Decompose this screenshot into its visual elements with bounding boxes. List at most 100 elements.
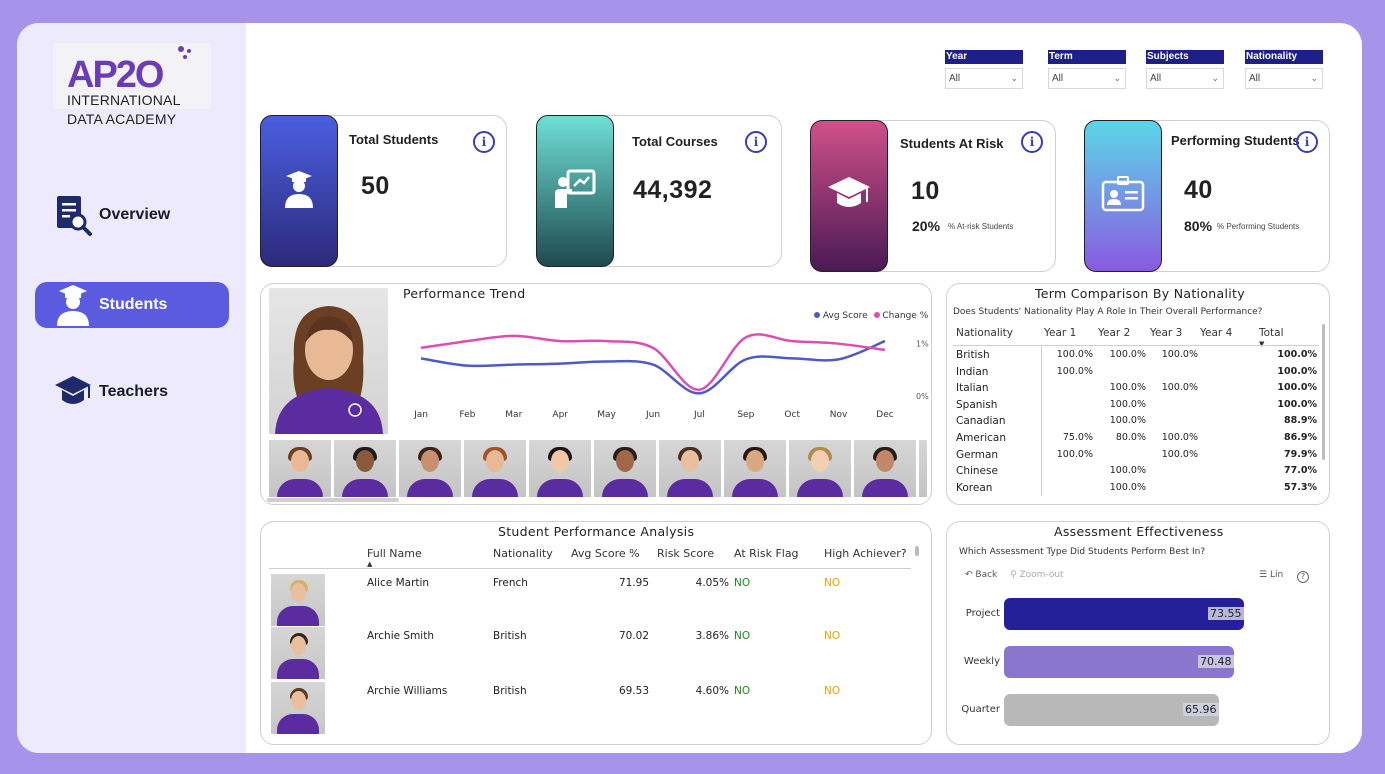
nav-students[interactable]: Students	[35, 282, 229, 328]
filter-term-dropdown[interactable]: All ⌄	[1048, 68, 1126, 89]
kpi-value-total-courses: 44,392	[633, 176, 713, 204]
table-row[interactable]: Alice Martin French 71.95 4.05% NO NO	[261, 574, 921, 626]
matrix-scrollbar[interactable]	[1322, 324, 1325, 460]
help-icon[interactable]: ?	[1297, 571, 1309, 583]
student-thumbnail[interactable]	[724, 440, 786, 497]
lin-label: Lin	[1269, 570, 1284, 580]
matrix-cell: 100.0%	[1161, 382, 1198, 394]
table-row[interactable]: Archie Smith British 70.02 3.86% NO NO	[261, 627, 921, 679]
table-header[interactable]: Risk Score	[657, 547, 715, 560]
assessment-title: Assessment Effectiveness	[1054, 524, 1224, 539]
student-thumbnail[interactable]	[269, 440, 331, 497]
assessment-bar[interactable]	[1004, 646, 1234, 678]
student-thumbnail[interactable]	[464, 440, 526, 497]
filter-subjects-dropdown[interactable]: All ⌄	[1146, 68, 1224, 89]
selected-student-photo	[269, 288, 388, 434]
bar-category-label: Project	[965, 608, 1000, 619]
filter-term[interactable]: Term All ⌄	[1048, 50, 1126, 89]
student-performance-title: Student Performance Analysis	[498, 524, 695, 539]
lin-toggle[interactable]: ☰ Lin	[1259, 570, 1283, 580]
info-icon[interactable]: i	[1021, 131, 1043, 153]
matrix-cell: 57.3%	[1284, 481, 1317, 493]
matrix-header[interactable]: Year 2	[1098, 327, 1131, 339]
table-header[interactable]: Full Name	[367, 547, 422, 560]
table-row[interactable]: Archie Williams British 69.53 4.60% NO N…	[261, 682, 921, 734]
zoom-out-label: Zoom-out	[1019, 570, 1064, 580]
x-tick-label: Feb	[459, 410, 475, 420]
cell-nationality: British	[493, 685, 527, 697]
matrix-header[interactable]: Year 1	[1044, 327, 1077, 339]
kpi-sub-performing-students: % Performing Students	[1217, 222, 1300, 231]
info-icon[interactable]: i	[473, 131, 495, 153]
matrix-cell: 100.0%	[1056, 365, 1093, 377]
table-scrollbar[interactable]	[915, 546, 919, 556]
nav-overview[interactable]: Overview	[35, 192, 229, 238]
kpi-title-performing-students: Performing Students	[1171, 133, 1300, 148]
filter-year-title: Year	[945, 50, 1023, 64]
student-thumbnail-partial[interactable]	[919, 440, 927, 497]
student-thumbnail[interactable]	[659, 440, 721, 497]
student-thumbnail[interactable]	[529, 440, 591, 497]
matrix-header[interactable]: Total	[1259, 327, 1284, 339]
matrix-cell: 100.0%	[1109, 481, 1146, 493]
table-header[interactable]: At Risk Flag	[734, 547, 799, 560]
x-tick-label: May	[597, 410, 616, 420]
trend-legend: Avg Score Change %	[814, 311, 928, 321]
performance-trend-title: Performance Trend	[403, 286, 526, 301]
chevron-down-icon: ⌄	[1010, 73, 1018, 83]
filter-nationality-value: All	[1249, 73, 1261, 84]
table-header[interactable]: Avg Score %	[571, 547, 640, 560]
legend-change: Change %	[882, 311, 929, 321]
matrix-cell: 100.0%	[1277, 349, 1317, 360]
matrix-cell: 100.0%	[1161, 432, 1198, 443]
cell-high-achiever: NO	[824, 685, 841, 697]
table-header[interactable]: High Achiever?	[824, 547, 907, 560]
matrix-header[interactable]: Year 3	[1150, 327, 1183, 339]
student-thumbnail[interactable]	[789, 440, 851, 497]
filter-subjects[interactable]: Subjects All ⌄	[1146, 50, 1224, 89]
kpi-tab-total-students	[260, 115, 338, 267]
filter-nationality[interactable]: Nationality All ⌄	[1245, 50, 1323, 89]
cell-at-risk-flag: NO	[734, 685, 751, 697]
cell-avg-score: 69.53	[618, 685, 649, 697]
matrix-divider	[1041, 346, 1042, 496]
student-thumbnail[interactable]	[334, 440, 396, 497]
nav-teachers[interactable]: Teachers	[35, 369, 229, 415]
table-header[interactable]: Nationality	[493, 547, 553, 560]
assessment-bar[interactable]	[1004, 598, 1244, 630]
kpi-card-total-students: Total Students 50 i	[260, 115, 507, 267]
graduation-cap-icon	[51, 370, 95, 414]
zoom-out-button[interactable]: ⚲ Zoom-out	[1010, 570, 1064, 580]
filter-year-dropdown[interactable]: All ⌄	[945, 68, 1023, 89]
id-card-icon	[1101, 176, 1145, 216]
student-thumbnail[interactable]	[399, 440, 461, 497]
back-button[interactable]: ↶ Back	[965, 570, 997, 580]
term-comparison-subtitle: Does Students' Nationality Play A Role I…	[953, 307, 1263, 317]
matrix-header[interactable]: Year 4	[1200, 327, 1233, 339]
matrix-cell: 100.0%	[1109, 398, 1146, 410]
kpi-pct-students-at-risk: 20%	[912, 218, 941, 234]
bar-category-label: Quarter	[961, 704, 1000, 715]
filter-year[interactable]: Year All ⌄	[945, 50, 1023, 89]
y-tick-label: 0%	[916, 392, 929, 401]
nav-teachers-label: Teachers	[99, 383, 169, 400]
chevron-down-icon: ⌄	[1310, 73, 1318, 83]
student-avatar	[271, 682, 325, 734]
term-comparison-matrix: Nationality Year 1 Year 2 Year 3 Year 4 Total…	[947, 284, 1331, 506]
matrix-header[interactable]: Nationality	[956, 327, 1014, 339]
bar-value-label: 65.96	[1183, 703, 1219, 716]
info-icon[interactable]: i	[1296, 131, 1318, 153]
kpi-title-total-students: Total Students	[349, 132, 439, 147]
kpi-card-students-at-risk: Students At Risk 10 20% % At-risk Studen…	[810, 120, 1056, 272]
brand-name: INTERNATIONAL DATA ACADEMY	[67, 91, 181, 129]
matrix-cell: 100.0%	[1109, 415, 1146, 427]
chevron-down-icon: ⌄	[1211, 73, 1219, 83]
carousel-scrollbar[interactable]	[267, 498, 399, 502]
info-icon[interactable]: i	[745, 131, 767, 153]
student-thumbnail[interactable]	[854, 440, 916, 497]
filter-nationality-dropdown[interactable]: All ⌄	[1245, 68, 1323, 89]
student-thumbnail[interactable]	[594, 440, 656, 497]
bar-category-label: Weekly	[963, 656, 1000, 667]
matrix-row-label: Chinese	[956, 465, 998, 478]
matrix-cell: 100.0%	[1161, 448, 1198, 460]
